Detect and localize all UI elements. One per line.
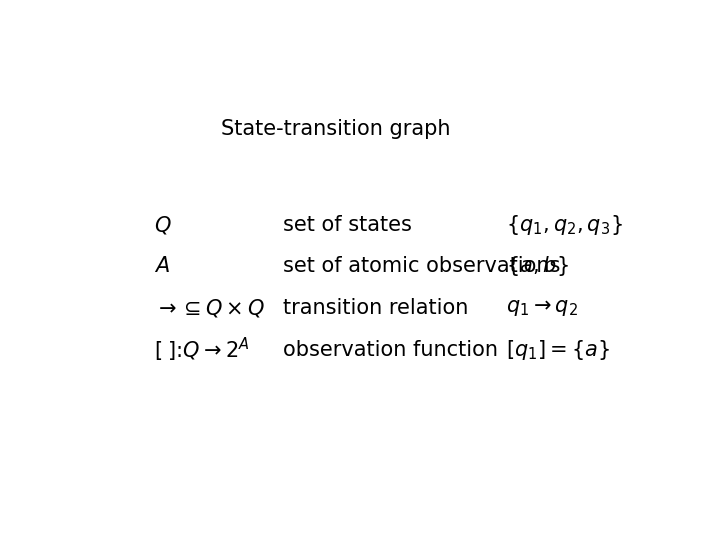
Text: $A$: $A$ [154,256,170,276]
Text: transition relation: transition relation [282,298,468,318]
Text: set of atomic observations: set of atomic observations [282,256,560,276]
Text: State-transition graph: State-transition graph [221,119,450,139]
Text: set of states: set of states [282,215,411,235]
Text: $[q_1] = \{a\}$: $[q_1] = \{a\}$ [505,338,610,362]
Text: observation function: observation function [282,340,498,360]
Text: $\{q_1,q_2,q_3\}$: $\{q_1,q_2,q_3\}$ [505,213,623,237]
Text: $[\;]\colon Q \rightarrow 2^A$: $[\;]\colon Q \rightarrow 2^A$ [154,335,250,364]
Text: $\{a,b\}$: $\{a,b\}$ [505,254,568,279]
Text: $q_1 \rightarrow q_2$: $q_1 \rightarrow q_2$ [505,298,577,318]
Text: $\rightarrow\subseteq Q\times Q$: $\rightarrow\subseteq Q\times Q$ [154,297,265,319]
Text: $Q$: $Q$ [154,214,172,236]
